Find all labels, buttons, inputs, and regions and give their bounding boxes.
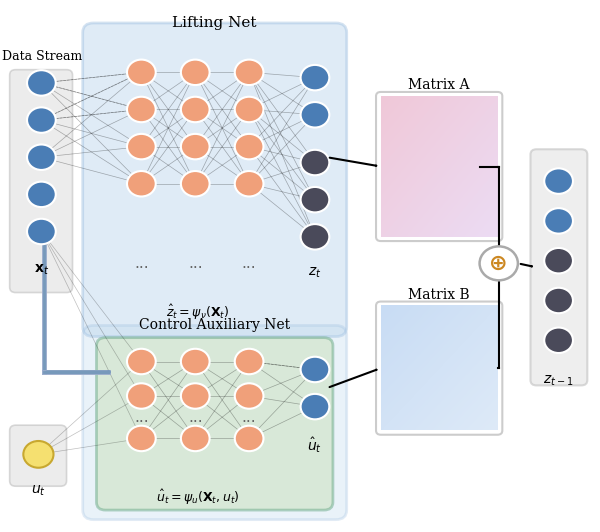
- Circle shape: [127, 97, 156, 122]
- Text: $u_t$: $u_t$: [31, 484, 46, 498]
- FancyBboxPatch shape: [83, 326, 347, 520]
- Text: $z_{t-1}$: $z_{t-1}$: [544, 373, 574, 388]
- Circle shape: [301, 102, 329, 128]
- Circle shape: [181, 134, 209, 160]
- Text: $\hat{u}_t$: $\hat{u}_t$: [307, 436, 322, 455]
- Circle shape: [181, 383, 209, 409]
- Circle shape: [181, 171, 209, 196]
- Circle shape: [127, 349, 156, 374]
- Circle shape: [235, 171, 263, 196]
- Circle shape: [181, 97, 209, 122]
- Circle shape: [301, 224, 329, 250]
- Text: Matrix B: Matrix B: [408, 288, 470, 302]
- Text: Control Auxiliary Net: Control Auxiliary Net: [139, 318, 290, 332]
- Circle shape: [479, 246, 518, 280]
- FancyBboxPatch shape: [10, 70, 73, 293]
- Text: $\hat{z}_t = \psi_\nu(\mathbf{X}_t)$: $\hat{z}_t = \psi_\nu(\mathbf{X}_t)$: [166, 303, 230, 322]
- Circle shape: [235, 383, 263, 409]
- Circle shape: [23, 441, 53, 468]
- Text: Lifting Net: Lifting Net: [172, 16, 257, 30]
- Circle shape: [235, 97, 263, 122]
- Circle shape: [301, 394, 329, 419]
- Circle shape: [27, 70, 56, 96]
- Circle shape: [127, 134, 156, 160]
- Text: Matrix A: Matrix A: [408, 78, 470, 92]
- Circle shape: [181, 60, 209, 85]
- Text: ...: ...: [188, 410, 203, 425]
- Circle shape: [544, 288, 573, 313]
- Circle shape: [235, 134, 263, 160]
- Circle shape: [27, 219, 56, 244]
- Circle shape: [301, 150, 329, 175]
- Circle shape: [544, 328, 573, 353]
- Circle shape: [544, 168, 573, 194]
- Circle shape: [27, 181, 56, 207]
- Text: ⊕: ⊕: [490, 253, 508, 273]
- Circle shape: [181, 349, 209, 374]
- Circle shape: [235, 426, 263, 451]
- Circle shape: [27, 107, 56, 133]
- Circle shape: [235, 349, 263, 374]
- FancyBboxPatch shape: [97, 338, 333, 510]
- Text: ...: ...: [188, 256, 203, 271]
- Circle shape: [181, 426, 209, 451]
- FancyBboxPatch shape: [83, 23, 347, 337]
- Circle shape: [544, 208, 573, 234]
- Text: ...: ...: [242, 410, 256, 425]
- Circle shape: [127, 426, 156, 451]
- Text: $z_t$: $z_t$: [308, 266, 322, 280]
- Text: ...: ...: [242, 256, 256, 271]
- Text: $\hat{u}_t = \psi_u(\mathbf{X}_t, u_t)$: $\hat{u}_t = \psi_u(\mathbf{X}_t, u_t)$: [157, 488, 240, 508]
- Circle shape: [301, 357, 329, 382]
- Circle shape: [127, 60, 156, 85]
- Text: ...: ...: [134, 256, 149, 271]
- Circle shape: [544, 248, 573, 273]
- Text: Data Stream: Data Stream: [2, 50, 82, 63]
- Circle shape: [301, 65, 329, 90]
- FancyBboxPatch shape: [530, 149, 587, 385]
- FancyBboxPatch shape: [10, 425, 67, 486]
- Circle shape: [301, 187, 329, 212]
- Text: $\mathbf{x}_t$: $\mathbf{x}_t$: [34, 262, 49, 277]
- Circle shape: [127, 171, 156, 196]
- Circle shape: [127, 383, 156, 409]
- Circle shape: [27, 145, 56, 170]
- Circle shape: [235, 60, 263, 85]
- Text: ...: ...: [134, 410, 149, 425]
